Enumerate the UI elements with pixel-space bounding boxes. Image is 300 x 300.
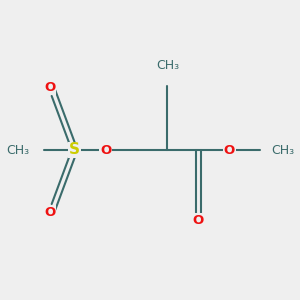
Text: O: O [193, 214, 204, 227]
Text: CH₃: CH₃ [272, 143, 295, 157]
Text: CH₃: CH₃ [156, 59, 179, 72]
Text: S: S [69, 142, 80, 158]
Text: O: O [100, 143, 111, 157]
Text: O: O [224, 143, 235, 157]
Text: CH₃: CH₃ [6, 143, 29, 157]
Text: O: O [45, 81, 56, 94]
Text: O: O [45, 206, 56, 219]
